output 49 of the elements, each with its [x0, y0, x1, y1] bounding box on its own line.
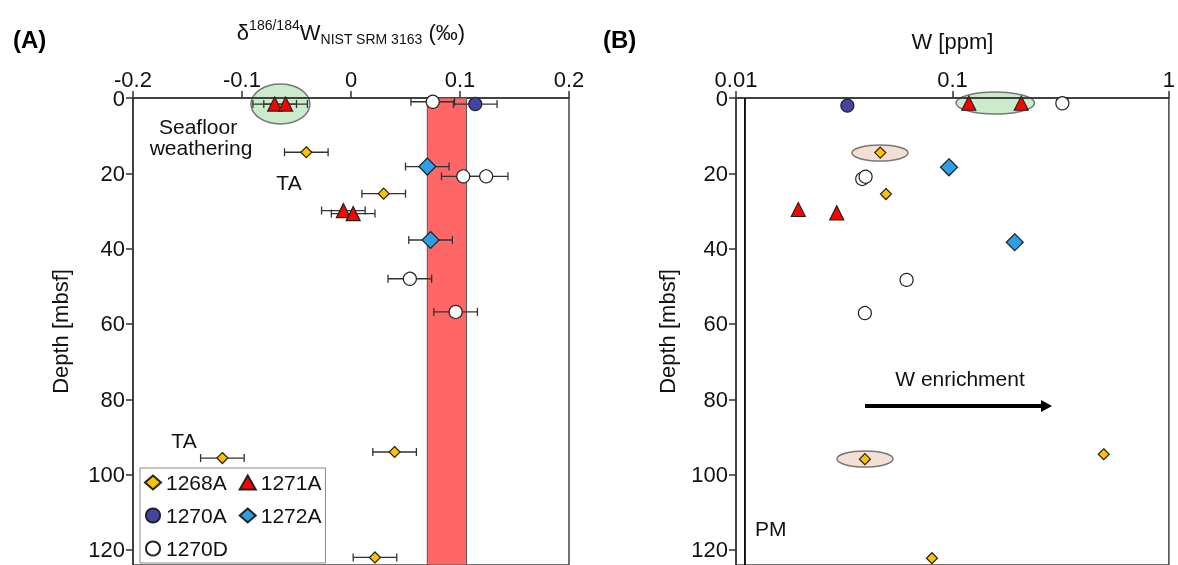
point — [300, 146, 313, 159]
y-tick-label: 100 — [88, 462, 125, 488]
y-tick-label: 120 — [691, 537, 728, 563]
point — [421, 230, 440, 250]
legend-label: 1268A — [166, 471, 227, 494]
y-axis-title: Depth [mbsf] — [47, 269, 73, 394]
y-tick-label: 120 — [88, 537, 125, 563]
point — [448, 304, 463, 320]
annotation: TA — [171, 428, 197, 452]
y-tick-label: 80 — [703, 386, 728, 412]
x-tick-label: -0.1 — [223, 66, 261, 92]
x-tick-label: 0.2 — [553, 66, 585, 92]
y-axis-title: Depth [mbsf] — [654, 269, 680, 394]
y-tick-label: 100 — [691, 462, 728, 488]
point — [418, 157, 437, 176]
annotation: W enrichment — [895, 366, 1025, 390]
annotation: Seafloor weathering — [148, 115, 253, 159]
point — [479, 169, 494, 184]
point — [468, 96, 483, 112]
y-tick-label: 40 — [100, 236, 125, 262]
x-tick-label: 0.01 — [714, 66, 758, 92]
x-tick-label: 0.1 — [937, 66, 968, 92]
annotation: TA — [276, 170, 302, 194]
y-tick-label: 40 — [703, 236, 728, 262]
y-tick-label: 80 — [100, 386, 125, 412]
point — [216, 451, 229, 465]
point — [377, 187, 390, 200]
y-tick-label: 20 — [100, 160, 125, 186]
y-tick-label: 60 — [703, 311, 728, 337]
point — [335, 203, 351, 219]
x-axis-title: W [ppm] — [911, 28, 994, 54]
point — [368, 551, 382, 564]
legend-label: 1270D — [166, 537, 228, 560]
ref-line-label: PM — [754, 516, 787, 540]
legend-label: 1271A — [260, 471, 322, 494]
point — [345, 206, 361, 222]
point — [425, 94, 440, 109]
legend-label: 1270A — [166, 504, 227, 527]
point — [402, 271, 417, 286]
y-tick-label: 60 — [100, 311, 125, 337]
point — [388, 445, 401, 459]
legend-label: 1272A — [260, 504, 322, 527]
y-tick-label: 20 — [703, 160, 728, 186]
chart-title: (A) — [13, 25, 47, 53]
x-tick-label: 1 — [1162, 66, 1176, 92]
point — [456, 169, 471, 184]
x-tick-label: 0 — [344, 66, 358, 92]
chart-title: (B) — [603, 25, 637, 53]
x-tick-label: 0.1 — [444, 66, 476, 92]
